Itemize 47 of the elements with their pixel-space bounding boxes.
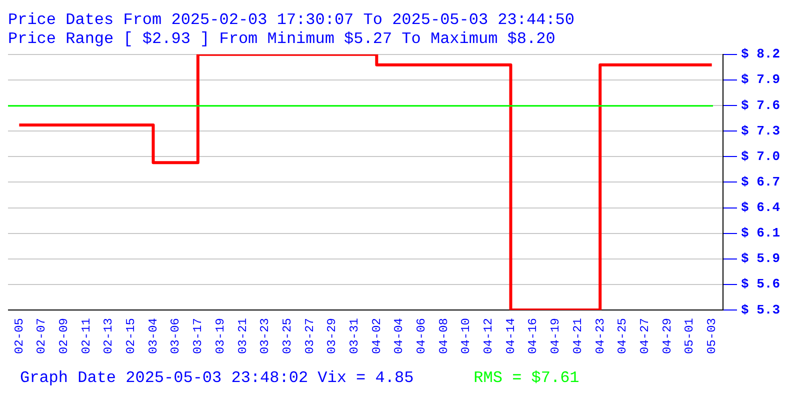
x-tick-label: 04-21 <box>570 318 585 354</box>
x-tick-label: 04-06 <box>414 318 429 354</box>
y-tick-label: $ 7.3 <box>740 123 780 138</box>
x-tick-label: 04-25 <box>616 318 630 354</box>
chart-subtitle: Price Range [ $2.93 ] From Minimum $5.27 To Maximum $8.20 <box>8 30 556 48</box>
x-tick-label: 03-04 <box>146 318 160 354</box>
x-tick-label: 04-19 <box>548 318 563 354</box>
y-tick-label: $ 8.2 <box>740 46 780 62</box>
x-tick-label: 05-01 <box>682 318 697 354</box>
y-tick-label: $ 6.1 <box>740 226 780 241</box>
x-tick-label: 04-12 <box>482 318 496 354</box>
y-tick-label: $ 5.9 <box>740 251 780 266</box>
x-tick-label: 02-05 <box>12 318 26 354</box>
chart-title: Price Dates From 2025-02-03 17:30:07 To 2025-05-03 23:44:50 <box>8 10 574 29</box>
x-tick-label: 02-15 <box>124 318 138 354</box>
y-tick-label: $ 7.0 <box>740 148 780 164</box>
x-tick-label: 02-13 <box>102 318 116 354</box>
y-tick-label: $ 7.9 <box>740 72 780 88</box>
x-tick-label: 03-31 <box>347 318 362 354</box>
x-tick-label: 03-19 <box>213 318 228 354</box>
x-tick-label: 02-07 <box>34 318 49 354</box>
x-tick-label: 04-23 <box>593 318 608 354</box>
ref-line-label: RMS = $7.61 <box>474 369 580 387</box>
x-tick-label: 03-06 <box>168 318 183 354</box>
x-tick-label: 05-03 <box>704 318 719 354</box>
y-tick-label: $ 6.4 <box>740 200 780 216</box>
x-tick-label: 02-09 <box>57 318 72 354</box>
y-tick-label: $ 7.6 <box>740 98 780 113</box>
x-tick-label: 04-27 <box>638 318 652 354</box>
x-tick-label: 04-08 <box>436 318 451 354</box>
x-tick-label: 04-04 <box>392 318 406 354</box>
x-tick-label: 03-23 <box>258 318 272 354</box>
x-tick-label: 04-29 <box>660 318 674 354</box>
y-tick-label: $ 5.6 <box>740 276 780 292</box>
x-tick-label: 03-17 <box>191 318 206 354</box>
y-tick-label: $ 6.7 <box>740 174 780 190</box>
x-tick-label: 04-14 <box>504 318 518 354</box>
text: Graph Date 2025-05-03 23:48:02 Vix = 4.85 <box>20 369 414 387</box>
x-tick-label: 04-02 <box>370 318 384 354</box>
x-tick-label: 04-16 <box>526 318 540 354</box>
x-tick-label: 03-25 <box>280 318 294 354</box>
x-tick-label: 03-29 <box>325 318 340 354</box>
x-tick-label: 02-11 <box>79 318 94 354</box>
x-tick-label: 03-21 <box>236 318 250 354</box>
x-tick-label: 03-27 <box>302 318 317 354</box>
y-tick-label: $ 5.3 <box>740 302 780 318</box>
x-tick-label: 04-10 <box>459 318 474 354</box>
